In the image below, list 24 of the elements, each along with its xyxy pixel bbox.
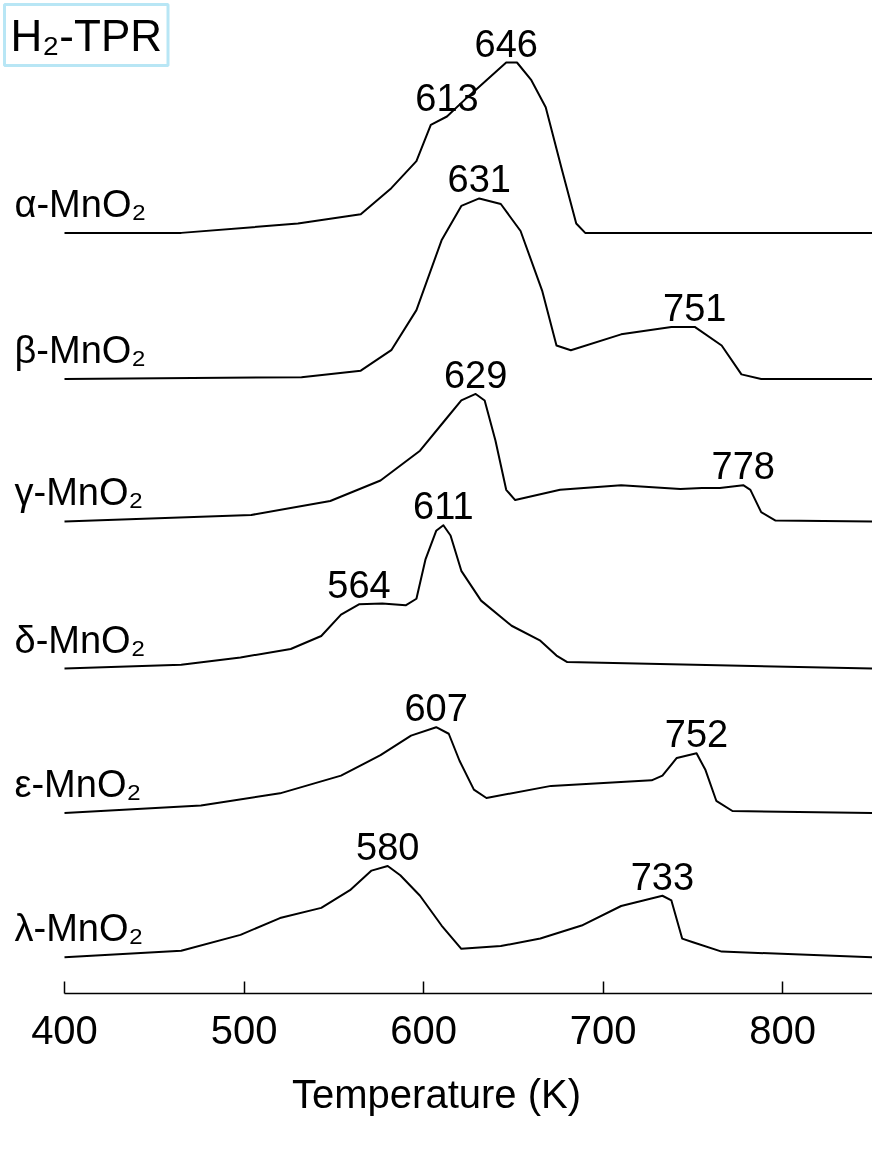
x-tick-label: 500	[210, 1007, 278, 1052]
x-tick-label: 800	[749, 1007, 817, 1052]
annotation: 631	[447, 158, 511, 201]
annotation: 607	[404, 687, 468, 730]
annotation: 752	[664, 713, 729, 756]
chart-title: H₂-TPR	[10, 10, 163, 60]
x-tick-label: 600	[390, 1007, 457, 1052]
x-axis-title: Temperature (K)	[292, 1071, 581, 1116]
series-label: ε-MnO₂	[14, 762, 142, 805]
annotation: 564	[327, 564, 391, 607]
annotation: 778	[711, 445, 775, 488]
annotation: 751	[663, 286, 727, 329]
annotation: 580	[356, 825, 420, 868]
series-label: δ-MnO₂	[14, 618, 146, 661]
annotation: 629	[443, 353, 508, 396]
series-label: α-MnO₂	[14, 182, 147, 225]
series-label: γ-MnO₂	[14, 471, 144, 514]
x-tick-label: 700	[569, 1007, 637, 1052]
annotation: 646	[474, 22, 538, 65]
series-label: β-MnO₂	[14, 329, 147, 372]
annotation: 611	[413, 485, 474, 528]
x-tick-label: 400	[31, 1007, 98, 1052]
annotation: 733	[630, 855, 695, 898]
series-label: λ-MnO₂	[14, 907, 144, 950]
